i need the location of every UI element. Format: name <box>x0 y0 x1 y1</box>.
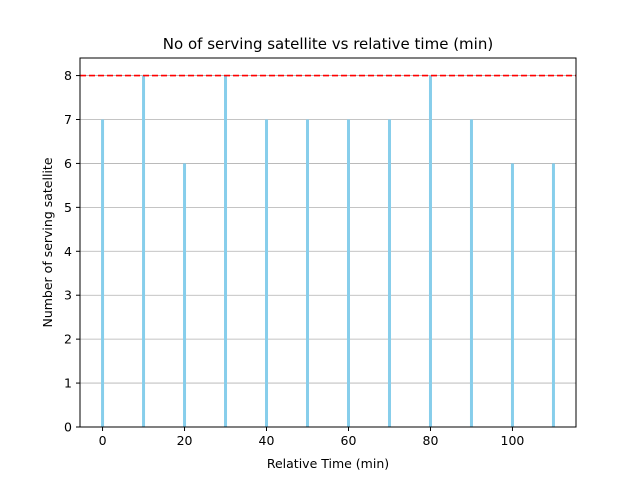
y-tick-label: 5 <box>64 200 72 215</box>
grid-lines <box>80 75 576 428</box>
bar <box>265 119 269 427</box>
y-tick-label: 6 <box>64 156 72 171</box>
chart-title: No of serving satellite vs relative time… <box>163 35 493 53</box>
bar <box>346 119 350 427</box>
bar <box>306 119 310 427</box>
bar <box>224 75 228 428</box>
x-tick-label: 80 <box>423 433 439 448</box>
y-tick-label: 7 <box>64 112 72 127</box>
y-tick-label: 4 <box>64 244 72 259</box>
y-axis-label: Number of serving satellite <box>40 157 55 327</box>
x-tick-label: 20 <box>177 433 193 448</box>
y-tick-label: 1 <box>64 376 72 391</box>
bar <box>551 163 555 427</box>
x-tick-label: 0 <box>99 433 107 448</box>
bar <box>183 163 187 427</box>
bar <box>510 163 514 427</box>
y-ticks: 0 1 2 3 4 5 6 7 8 <box>64 68 80 435</box>
bar <box>142 75 146 428</box>
y-tick-label: 2 <box>64 332 72 347</box>
x-ticks: 0 20 40 60 80 100 <box>99 427 525 448</box>
x-tick-label: 100 <box>501 433 525 448</box>
bar <box>101 119 105 427</box>
bar <box>387 119 391 427</box>
y-tick-label: 0 <box>64 420 72 435</box>
x-tick-label: 60 <box>341 433 357 448</box>
x-tick-label: 40 <box>259 433 275 448</box>
x-axis-label: Relative Time (min) <box>267 456 389 471</box>
bar <box>469 119 473 427</box>
bar <box>428 75 432 428</box>
y-tick-label: 3 <box>64 288 72 303</box>
plot-frame <box>79 57 577 428</box>
y-tick-label: 8 <box>64 68 72 83</box>
bars <box>101 75 555 428</box>
